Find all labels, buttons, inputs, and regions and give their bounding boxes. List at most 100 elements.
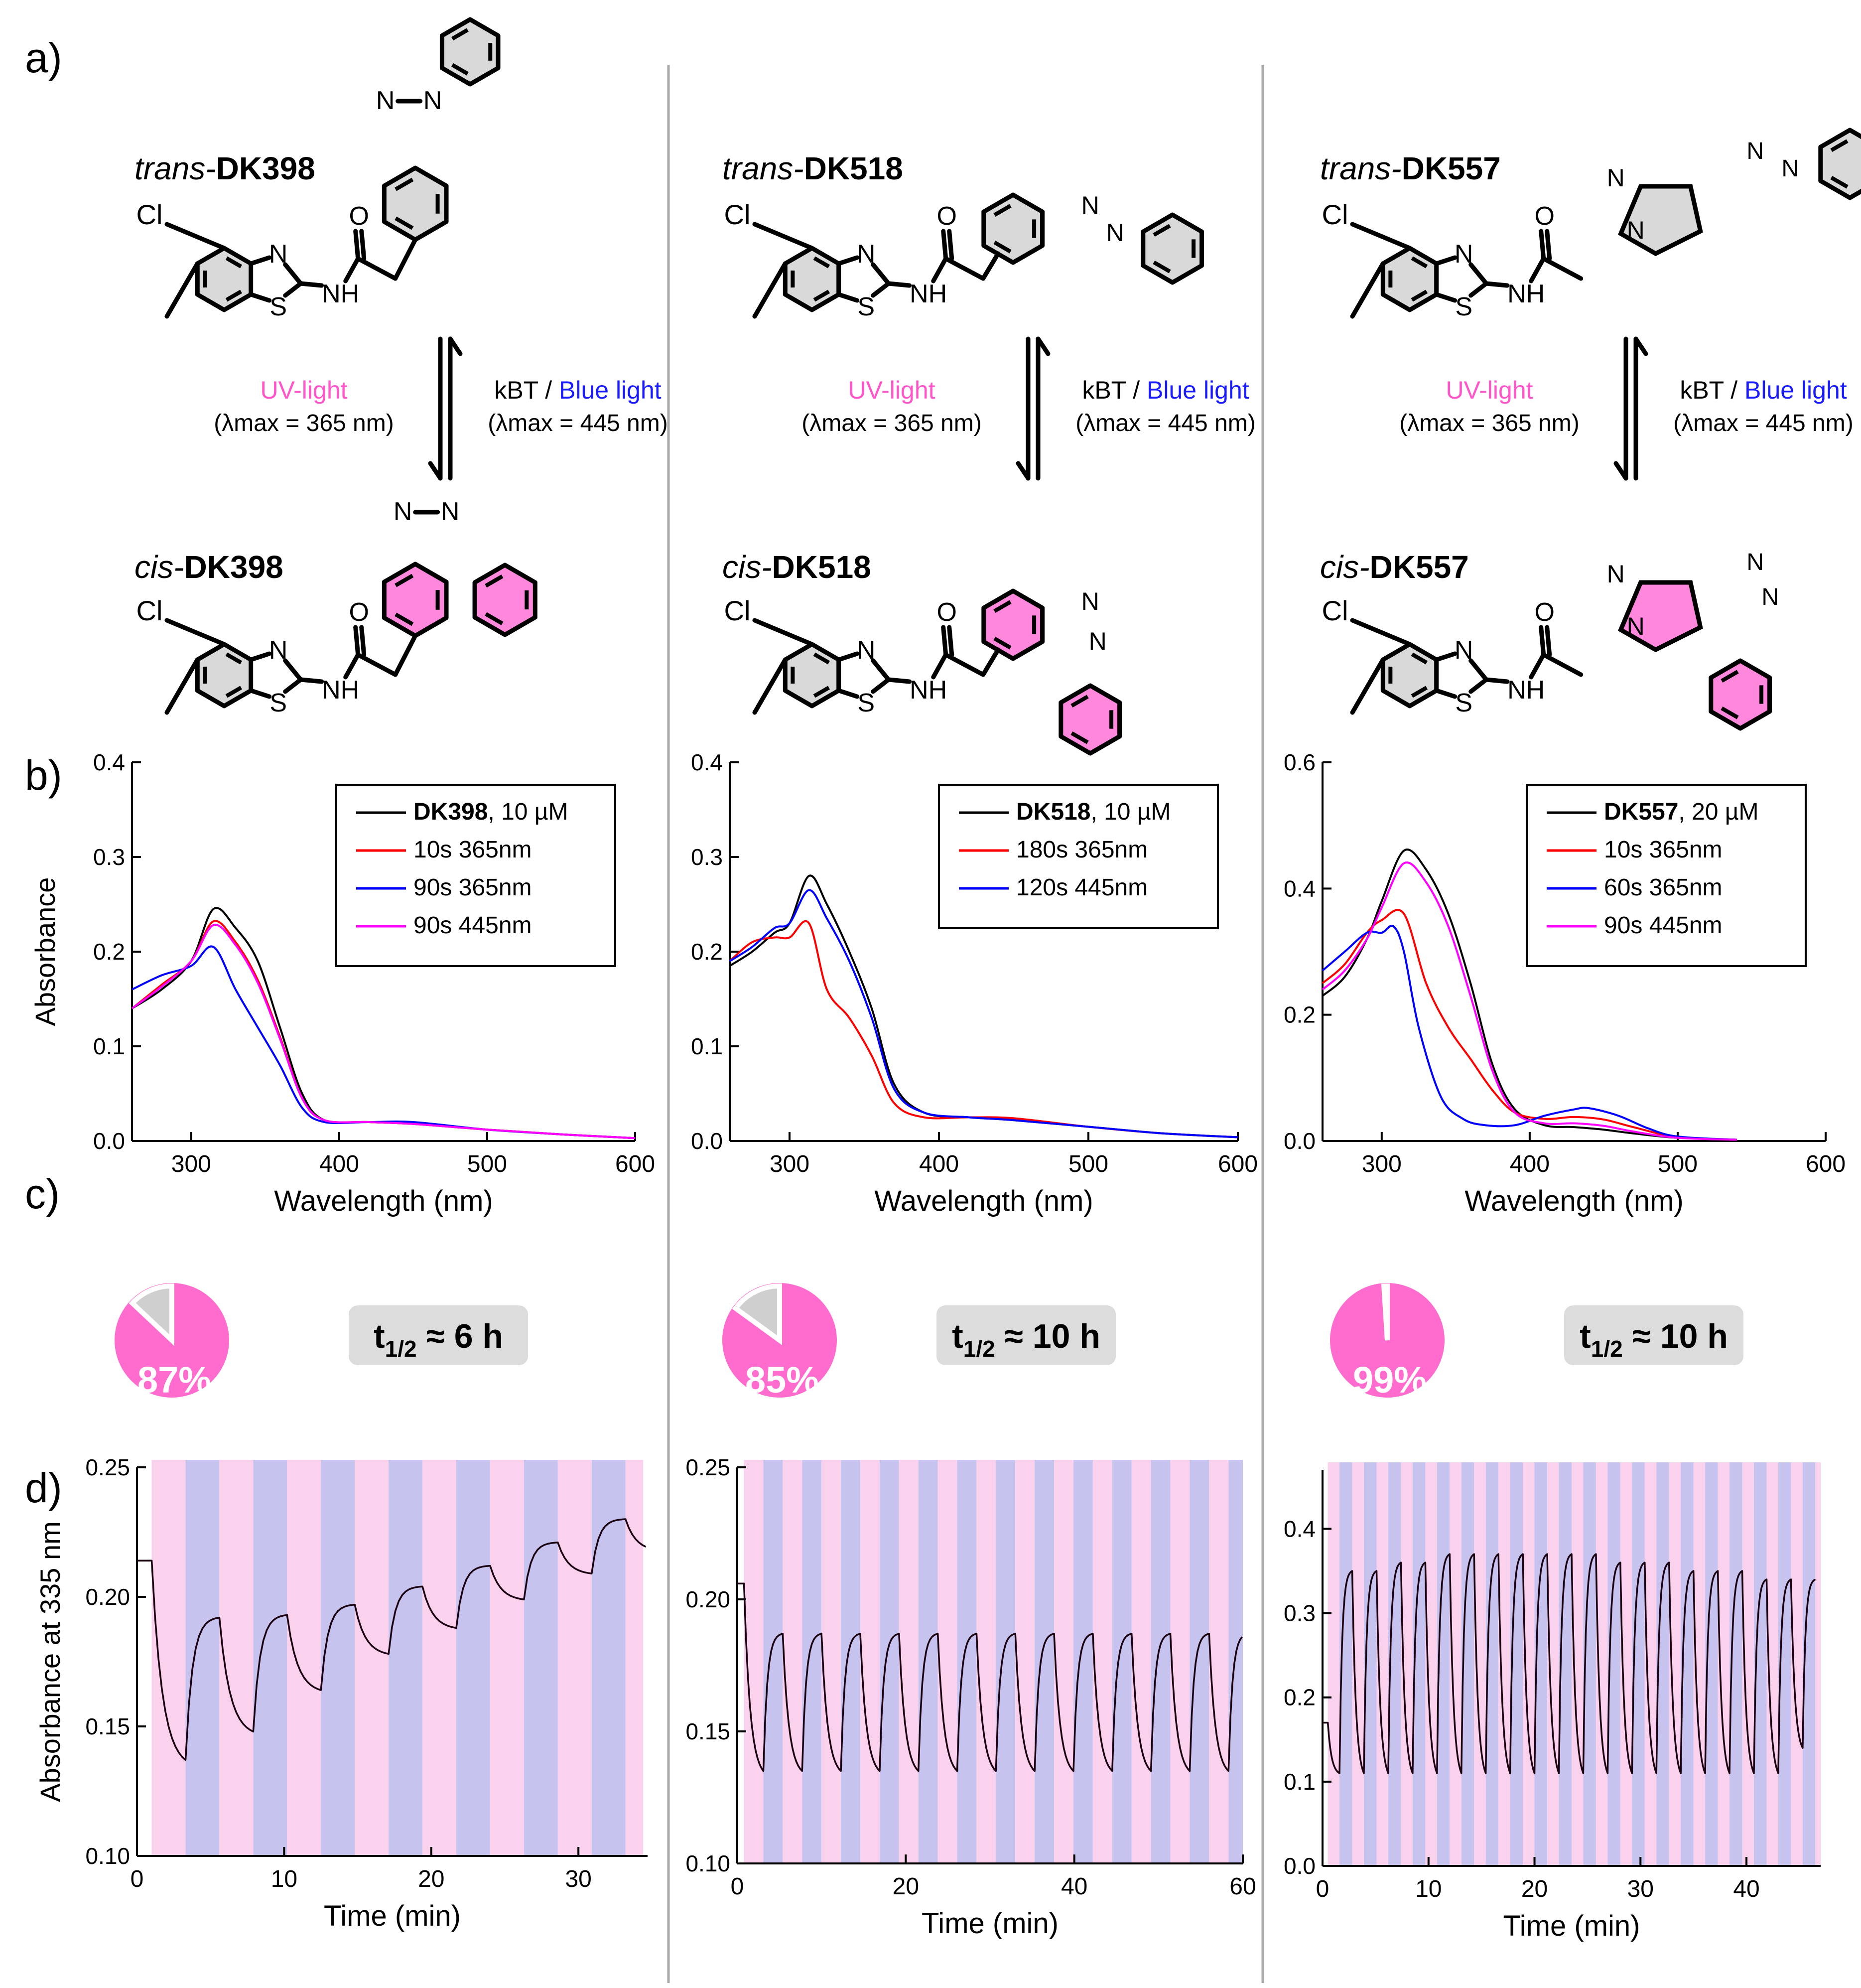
legend-rest: , 10 µM [1090, 799, 1171, 825]
blue-irradiation-stripe [389, 1460, 423, 1856]
half-life-t: t [374, 1317, 385, 1355]
y-tick-label: 0.0 [93, 1128, 125, 1154]
oxygen-atom: O [936, 202, 956, 231]
y-tick-label: 0.25 [685, 1454, 730, 1480]
bond [359, 625, 367, 657]
nitrogen-atom: N [1455, 240, 1473, 269]
ring-double-bond [451, 63, 469, 76]
azo-nitrogen: N [1089, 627, 1107, 655]
pss-dk557: 99% t1/2 ≈ 10 h [1330, 1283, 1743, 1401]
legend-entry: DK398, 10 µM [413, 799, 568, 825]
bond [359, 229, 367, 261]
x-tick-label: 0 [1316, 1876, 1329, 1902]
x-axis-label: Time (min) [324, 1900, 461, 1932]
cis-title: cis-DK557 [1320, 549, 1469, 585]
ring-double-bond [225, 652, 243, 665]
ring-double-bond [993, 600, 1012, 613]
half-life-badge [1564, 1305, 1743, 1365]
thermal-label: kBT / [1680, 376, 1744, 404]
bond [393, 237, 418, 281]
ring-double-bond [225, 256, 243, 269]
methyl-bond [1350, 657, 1385, 715]
chart-d3: 0 10 20 30 40 0.0 0.1 0.2 0.3 0.4 Time (min) [1284, 1462, 1821, 1942]
bond [249, 292, 272, 303]
blue-irradiation-stripe [1112, 1460, 1132, 1863]
azo-nitrogen: N [1106, 219, 1124, 247]
cl-bond [164, 222, 227, 251]
bond [1484, 677, 1510, 684]
chlorine-atom: Cl [724, 199, 751, 230]
cis-title: cis-DK398 [134, 549, 283, 585]
bond [1545, 229, 1552, 261]
x-tick-label: 20 [1521, 1876, 1548, 1902]
bond [249, 255, 272, 266]
azo-nitrogen: N [376, 86, 395, 115]
bond [1539, 625, 1546, 657]
ring-double-bond [1153, 224, 1171, 237]
ring-double-bond [485, 574, 504, 588]
ring-double-bond [813, 256, 830, 269]
x-tick-label: 500 [1068, 1151, 1108, 1177]
pyrazole-nitrogen: N [1607, 560, 1625, 588]
trans-title: trans-DK518 [722, 150, 903, 186]
nitrogen-atom: N [269, 240, 288, 269]
compound-name: DK557 [1370, 549, 1469, 585]
pie-percent-label: 87% [137, 1359, 211, 1401]
ring-double-bond [451, 28, 469, 41]
chart-d1: 0 10 20 30 0.10 0.15 0.20 0.25 Time (min) Absorba… [34, 1454, 648, 1932]
y-tick-label: 0.15 [85, 1713, 130, 1739]
half-life-badge [936, 1305, 1116, 1365]
absorbance-trace [737, 1582, 1243, 1772]
panel-letter-b: b) [25, 752, 62, 799]
azo-nitrogen: N [1081, 587, 1099, 615]
legend-entry: 90s 445nm [413, 912, 532, 939]
ring-double-bond [485, 612, 504, 625]
bond [356, 256, 398, 281]
nitrogen-atom: N [857, 636, 876, 665]
series-line [1322, 909, 1737, 1141]
bond [1541, 256, 1584, 281]
bond [393, 633, 418, 677]
uv-light-label: UV-light [260, 376, 347, 404]
chlorine-atom: Cl [136, 595, 163, 626]
legend-box [938, 784, 1219, 929]
y-tick-label: 0.4 [1284, 875, 1316, 901]
trans-prefix: trans- [722, 150, 804, 186]
half-life-subscript: 1/2 [385, 1336, 417, 1362]
oxygen-atom: O [1534, 202, 1554, 231]
blue-lambda-label: (λmax = 445 nm) [1075, 410, 1255, 436]
blue-irradiation-stripe [841, 1460, 860, 1863]
x-tick-label: 300 [1362, 1151, 1402, 1177]
equilibrium-arrow-head [1016, 461, 1031, 481]
x-tick-label: 400 [319, 1151, 359, 1177]
series-line [729, 889, 1238, 1138]
blue-irradiation-stripe [1228, 1460, 1243, 1863]
nh-group: NH [910, 676, 947, 705]
nitrogen-atom: N [857, 240, 876, 269]
equilibrium-arrow-head [1036, 336, 1051, 356]
blue-irradiation-stripe [1151, 1460, 1171, 1863]
ring-double-bond [395, 216, 414, 230]
y-tick-label: 0.20 [85, 1584, 130, 1610]
trans-prefix: trans- [134, 150, 216, 186]
bond [981, 647, 1001, 677]
bond [1468, 677, 1489, 694]
bond [1529, 652, 1546, 680]
equilibrium-arrow-head [1633, 336, 1648, 356]
y-tick-label: 0.3 [93, 844, 125, 870]
methyl-bond [164, 261, 200, 319]
ring-double-bond [225, 289, 243, 302]
pie-slice-trans [129, 1283, 174, 1346]
methyl-bond [164, 657, 200, 715]
uv-irradiation-stripe [1015, 1460, 1035, 1863]
x-tick-label: 30 [565, 1866, 591, 1892]
compound-name: DK518 [804, 150, 903, 186]
y-tick-label: 0.3 [691, 844, 723, 870]
panel-letter-d: d) [25, 1464, 62, 1511]
legend-entry: 90s 365nm [413, 874, 532, 901]
uv-irradiation-stripe [219, 1460, 254, 1856]
y-tick-label: 0.2 [1284, 1685, 1316, 1710]
uv-lambda-label: (λmax = 365 nm) [214, 410, 394, 436]
